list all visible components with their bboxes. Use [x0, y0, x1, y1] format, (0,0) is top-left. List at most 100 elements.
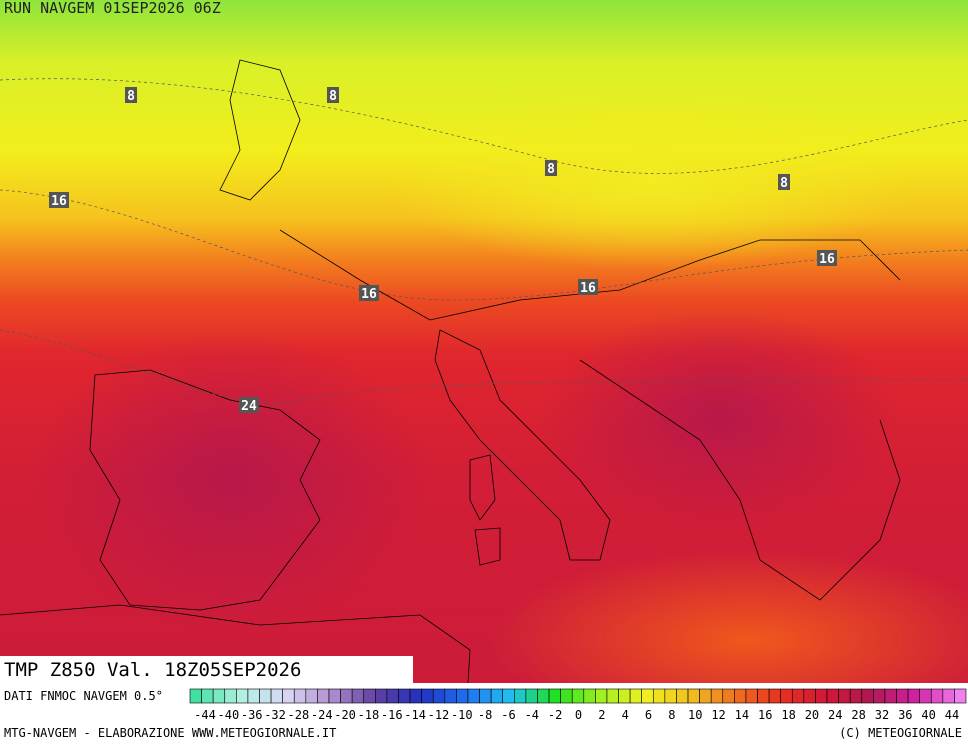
islands — [469, 454, 501, 566]
scale-swatch — [386, 688, 399, 704]
contour-label-box — [778, 174, 790, 190]
warm-core — [540, 310, 900, 530]
scale-swatch — [351, 688, 365, 704]
scale-swatch — [861, 688, 874, 704]
scale-swatch — [757, 688, 770, 704]
scale-label: 14 — [735, 708, 749, 722]
britain — [219, 59, 301, 201]
warm-core — [30, 330, 430, 630]
coastlines — [0, 59, 901, 684]
scale-label: 44 — [945, 708, 959, 722]
contour-label: 8 — [778, 174, 790, 191]
scale-label: 2 — [598, 708, 605, 722]
contour-label-text: 8 — [547, 162, 555, 177]
scale-label: 4 — [622, 708, 629, 722]
contour-label-box — [49, 192, 69, 208]
balkans — [579, 359, 901, 601]
scale-swatch — [201, 688, 214, 704]
scale-swatch — [212, 688, 226, 704]
scale-swatch — [722, 688, 735, 704]
scale-swatch — [595, 688, 608, 704]
scale-swatch — [652, 688, 666, 704]
scale-swatch — [259, 688, 272, 704]
footer-right: (C) METEOGIORNALE — [839, 726, 962, 740]
contour-label: 8 — [545, 160, 557, 177]
scale-label: -8 — [478, 708, 492, 722]
scale-swatch — [896, 688, 909, 704]
contour-label-box — [578, 279, 598, 295]
contour-label: 16 — [817, 250, 837, 267]
scale-swatch — [641, 688, 654, 704]
contour-label-text: 16 — [361, 287, 377, 302]
scale-swatch — [513, 688, 527, 704]
scale-swatch — [791, 688, 805, 704]
scale-label: -4 — [525, 708, 539, 722]
contour-label: 16 — [49, 192, 69, 209]
africa-coast — [0, 604, 471, 684]
scale-label: -16 — [381, 708, 403, 722]
scale-label: 18 — [781, 708, 795, 722]
scale-label: -32 — [264, 708, 286, 722]
scale-label: -10 — [451, 708, 473, 722]
scale-swatch — [432, 688, 446, 704]
contour-label-box — [327, 87, 339, 103]
borders — [279, 229, 901, 321]
scale-swatch — [884, 688, 897, 704]
italy — [434, 329, 611, 561]
scale-swatch — [317, 688, 330, 704]
scale-swatch — [548, 688, 561, 704]
scale-swatch — [479, 688, 492, 704]
scale-label: 40 — [921, 708, 935, 722]
scale-swatch — [618, 688, 631, 704]
contour-label-text: 8 — [329, 89, 337, 104]
contour-label-text: 8 — [780, 176, 788, 191]
footer-left: MTG-NAVGEM - ELABORAZIONE WWW.METEOGIORN… — [4, 726, 336, 740]
scale-swatch — [930, 688, 944, 704]
contour-line — [0, 329, 968, 404]
scale-swatch — [525, 688, 538, 704]
scale-swatch — [838, 688, 851, 704]
scale-label: 32 — [875, 708, 889, 722]
scale-swatch — [710, 688, 724, 704]
scale-swatch — [873, 688, 886, 704]
run-label: RUN NAVGEM 01SEP2026 06Z — [4, 0, 221, 17]
scale-swatch — [421, 688, 434, 704]
scale-swatch — [270, 688, 283, 704]
title-box — [0, 656, 413, 683]
title: TMP Z850 Val. 18Z05SEP2026 — [4, 659, 301, 681]
scale-swatch — [328, 688, 341, 704]
scale-label: -36 — [241, 708, 263, 722]
contour-label-box — [239, 397, 259, 413]
scale-swatch — [687, 688, 700, 704]
scale-label: -14 — [404, 708, 426, 722]
scale-label: -12 — [428, 708, 450, 722]
contour-labels: 8 8 8 8 16 16 16 16 24 — [49, 87, 837, 414]
scale-label: 6 — [645, 708, 652, 722]
scale-label: -6 — [501, 708, 515, 722]
contour-label: 8 — [327, 87, 339, 104]
scale-swatch — [768, 688, 781, 704]
scale-label: -24 — [311, 708, 333, 722]
scale-label: 16 — [758, 708, 772, 722]
scale-swatch — [815, 688, 828, 704]
contour-label: 16 — [578, 279, 598, 296]
scale-swatch — [282, 688, 295, 704]
contour-label: 24 — [239, 397, 259, 414]
scale-swatch — [340, 688, 353, 704]
scale-swatch — [224, 688, 237, 704]
scale-swatch — [247, 688, 260, 704]
scale-swatch — [456, 688, 469, 704]
scale-swatch — [583, 688, 596, 704]
scale-label: 0 — [575, 708, 582, 722]
yellow-area — [390, 90, 910, 270]
contour-label-box — [545, 160, 557, 176]
scale-swatch — [363, 688, 376, 704]
scale-swatch — [676, 688, 689, 704]
scale-label: -18 — [358, 708, 380, 722]
scale-label: 28 — [851, 708, 865, 722]
scale-swatch — [629, 688, 643, 704]
scale-swatch — [919, 688, 932, 704]
legend-source: DATI FNMOC NAVGEM 0.5° — [4, 689, 163, 703]
contour-line — [0, 78, 968, 174]
